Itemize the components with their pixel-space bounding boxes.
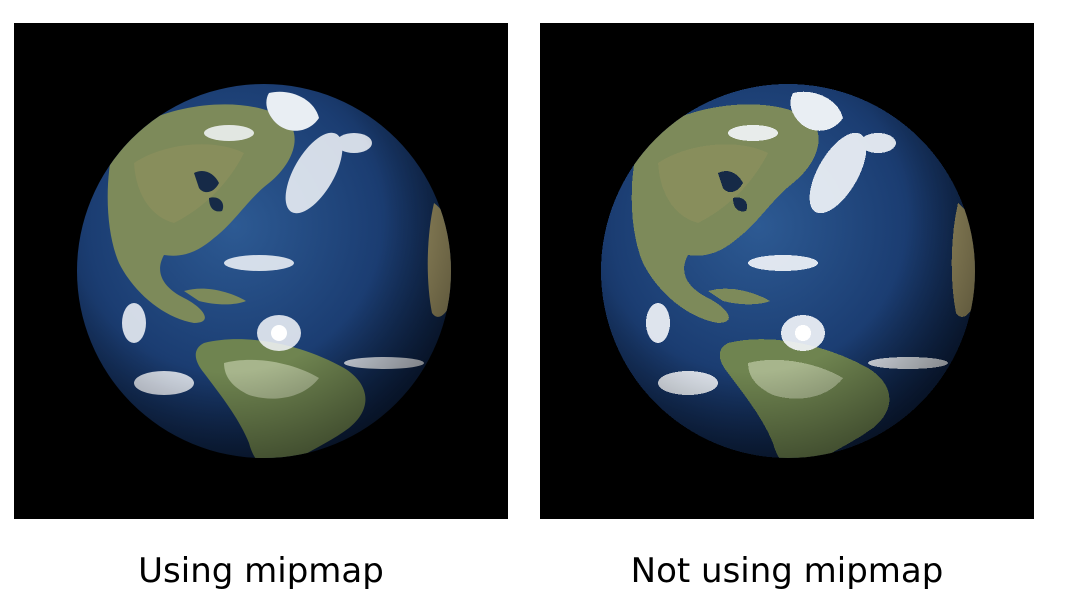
earth-globe-aliased bbox=[601, 84, 975, 458]
caption-using-mipmap: Using mipmap bbox=[138, 551, 384, 591]
earth-image-mipmap bbox=[14, 23, 508, 519]
caption-not-using-mipmap: Not using mipmap bbox=[630, 551, 944, 591]
earth-image-no-mipmap bbox=[540, 23, 1034, 519]
earth-globe-smooth bbox=[77, 84, 451, 458]
